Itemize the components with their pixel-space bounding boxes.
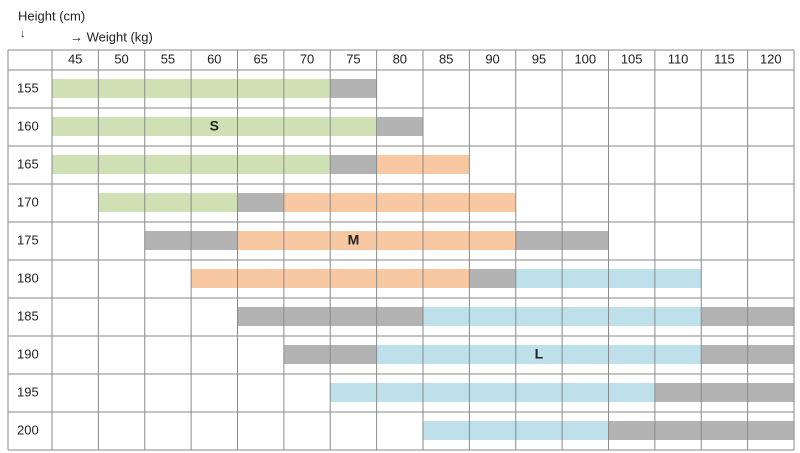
height-header: 160 bbox=[17, 118, 39, 133]
size-band bbox=[376, 345, 702, 364]
height-header: 170 bbox=[17, 194, 39, 209]
height-header: 195 bbox=[17, 384, 39, 399]
down-arrow: ↓ bbox=[20, 28, 26, 40]
weight-header: 85 bbox=[439, 51, 453, 66]
size-band bbox=[330, 383, 655, 402]
weight-header: 90 bbox=[485, 51, 499, 66]
weight-header: 60 bbox=[207, 51, 221, 66]
weight-header: 115 bbox=[714, 51, 735, 66]
size-band bbox=[654, 383, 794, 402]
height-header: 180 bbox=[17, 270, 39, 285]
weight-header: 50 bbox=[114, 51, 128, 66]
weight-title: → Weight (kg) bbox=[70, 29, 153, 44]
size-label: S bbox=[210, 118, 219, 134]
weight-header: 120 bbox=[760, 51, 782, 66]
weight-header: 95 bbox=[532, 51, 546, 66]
size-band bbox=[52, 117, 377, 136]
size-band bbox=[98, 193, 238, 212]
height-header: 190 bbox=[17, 346, 39, 361]
weight-header: 80 bbox=[393, 51, 407, 66]
size-label: M bbox=[348, 232, 360, 248]
size-band bbox=[237, 193, 284, 212]
weight-header: 45 bbox=[68, 51, 82, 66]
size-band bbox=[469, 269, 516, 288]
height-header: 185 bbox=[17, 308, 39, 323]
size-label: L bbox=[535, 346, 544, 362]
weight-header: 105 bbox=[621, 51, 643, 66]
height-header: 155 bbox=[17, 80, 39, 95]
weight-header: 75 bbox=[346, 51, 360, 66]
size-band bbox=[376, 117, 423, 136]
weight-header: 55 bbox=[161, 51, 175, 66]
weight-header: 70 bbox=[300, 51, 314, 66]
weight-header: 110 bbox=[668, 51, 689, 66]
size-band bbox=[330, 155, 377, 174]
height-title: Height (cm) bbox=[18, 8, 85, 23]
height-header: 200 bbox=[17, 422, 39, 437]
weight-header: 100 bbox=[574, 51, 596, 66]
weight-header: 65 bbox=[253, 51, 267, 66]
size-band bbox=[330, 79, 377, 98]
size-band bbox=[283, 193, 516, 212]
height-header: 165 bbox=[17, 156, 39, 171]
height-header: 175 bbox=[17, 232, 39, 247]
